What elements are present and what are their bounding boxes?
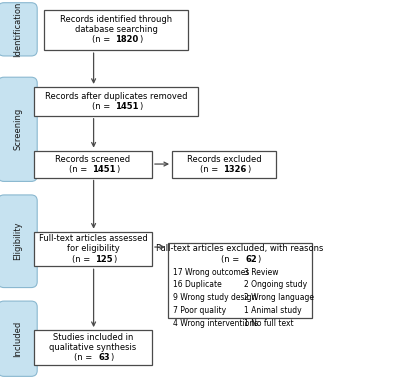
Text: Records screened: Records screened [56, 154, 130, 164]
Text: ): ) [110, 353, 114, 362]
Text: (n =: (n = [69, 164, 90, 174]
Text: ): ) [247, 164, 250, 174]
Text: (n =: (n = [92, 36, 113, 44]
Text: Records identified through: Records identified through [60, 15, 172, 24]
Text: database searching: database searching [74, 25, 158, 34]
FancyBboxPatch shape [34, 87, 198, 116]
Text: 2 Ongoing study: 2 Ongoing study [244, 280, 308, 290]
FancyBboxPatch shape [44, 10, 188, 50]
Text: 16 Duplicate: 16 Duplicate [173, 280, 222, 290]
Text: (n =: (n = [72, 254, 92, 264]
Text: ): ) [113, 254, 116, 264]
Text: (n =: (n = [92, 102, 113, 111]
Text: 9 Wrong study design: 9 Wrong study design [173, 293, 256, 302]
Text: Records after duplicates removed: Records after duplicates removed [45, 92, 187, 101]
Text: 3 Review: 3 Review [244, 267, 279, 277]
Text: 1820: 1820 [115, 36, 138, 44]
Text: (n =: (n = [74, 353, 95, 362]
Text: ): ) [258, 254, 261, 264]
Text: (n =: (n = [221, 254, 242, 264]
Text: Screening: Screening [13, 108, 22, 151]
FancyBboxPatch shape [0, 77, 37, 181]
Text: Eligibility: Eligibility [13, 222, 22, 261]
FancyBboxPatch shape [0, 195, 37, 288]
Text: 17 Wrong outcomes: 17 Wrong outcomes [173, 267, 249, 277]
Text: Records excluded: Records excluded [187, 154, 261, 164]
FancyBboxPatch shape [168, 243, 312, 318]
Text: Identification: Identification [13, 2, 22, 57]
Text: 1326: 1326 [223, 164, 247, 174]
Text: 63: 63 [98, 353, 110, 362]
Text: (n =: (n = [200, 164, 221, 174]
Text: 2 Wrong language: 2 Wrong language [244, 293, 314, 302]
FancyBboxPatch shape [34, 232, 152, 266]
Text: ): ) [139, 36, 142, 44]
Text: ): ) [139, 102, 142, 111]
FancyBboxPatch shape [172, 151, 276, 178]
Text: Full-text articles assessed: Full-text articles assessed [39, 234, 147, 244]
Text: 1 Animal study: 1 Animal study [244, 306, 302, 315]
Text: 4 Wrong interventions: 4 Wrong interventions [173, 318, 258, 328]
Text: Full-text articles excluded, with reasons: Full-text articles excluded, with reason… [156, 244, 324, 254]
FancyBboxPatch shape [0, 3, 37, 56]
Text: 125: 125 [95, 254, 113, 264]
Text: for eligibility: for eligibility [67, 244, 119, 254]
Text: qualitative synthesis: qualitative synthesis [49, 343, 137, 352]
Text: Included: Included [13, 321, 22, 357]
Text: 62: 62 [245, 254, 257, 264]
FancyBboxPatch shape [0, 301, 37, 376]
Text: 1451: 1451 [115, 102, 139, 111]
Text: 1451: 1451 [92, 164, 116, 174]
Text: Studies included in: Studies included in [53, 333, 133, 342]
Text: ): ) [116, 164, 119, 174]
FancyBboxPatch shape [34, 330, 152, 365]
Text: 7 Poor quality: 7 Poor quality [173, 306, 226, 315]
Text: 1 No full text: 1 No full text [244, 318, 294, 328]
FancyBboxPatch shape [34, 151, 152, 178]
